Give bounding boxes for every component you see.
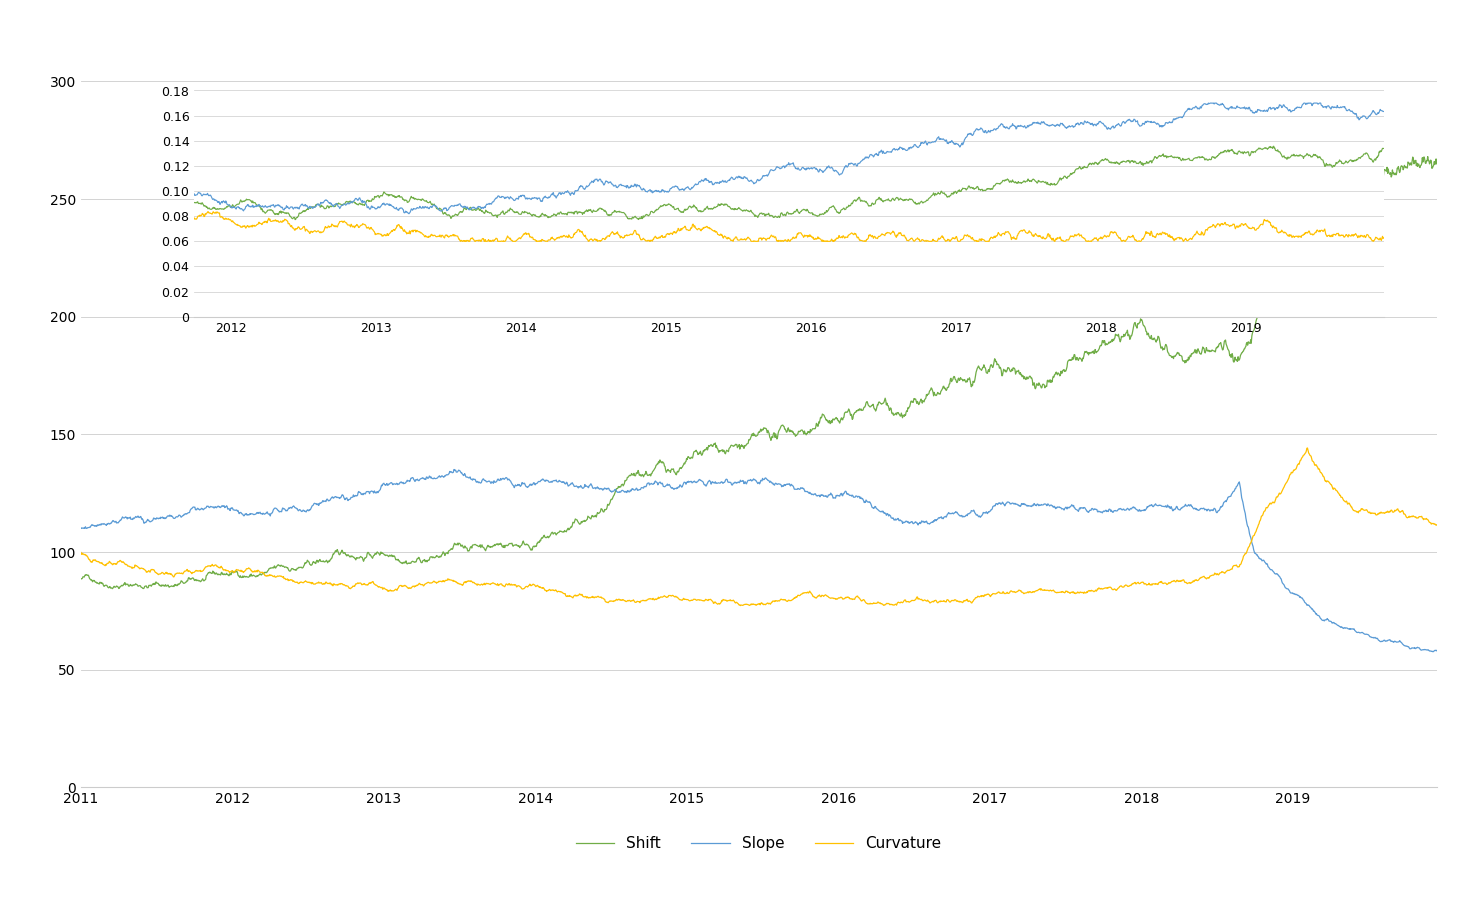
Slope	[1003, 498, 1020, 509]
Curvature	[72, 547, 89, 557]
Shift	[1418, 156, 1435, 167]
Slope	[711, 478, 729, 489]
Shift	[72, 574, 89, 585]
Line: Curvature: Curvature	[81, 448, 1437, 605]
Line: Slope: Slope	[81, 470, 1437, 652]
Slope	[72, 523, 89, 534]
Shift	[1419, 151, 1437, 162]
Shift	[726, 440, 743, 451]
Curvature	[732, 600, 749, 611]
Shift	[104, 583, 122, 594]
Slope	[1428, 645, 1445, 656]
Slope	[704, 477, 721, 488]
Slope	[726, 477, 743, 488]
Shift	[704, 441, 721, 452]
Curvature	[1418, 514, 1435, 525]
Shift	[1003, 364, 1020, 375]
Curvature	[711, 598, 729, 609]
Curvature	[1299, 443, 1316, 453]
Slope	[1425, 646, 1443, 657]
Curvature	[1003, 586, 1020, 597]
Slope	[488, 476, 506, 487]
Slope	[1418, 644, 1435, 655]
Curvature	[704, 595, 721, 606]
Legend: Shift, Slope, Curvature: Shift, Slope, Curvature	[570, 830, 947, 857]
Curvature	[1428, 519, 1445, 530]
Shift	[711, 446, 729, 457]
Shift	[1428, 158, 1445, 169]
Slope	[446, 464, 463, 475]
Shift	[488, 538, 506, 549]
Curvature	[726, 596, 743, 607]
Line: Shift: Shift	[81, 157, 1437, 588]
Curvature	[487, 579, 504, 590]
